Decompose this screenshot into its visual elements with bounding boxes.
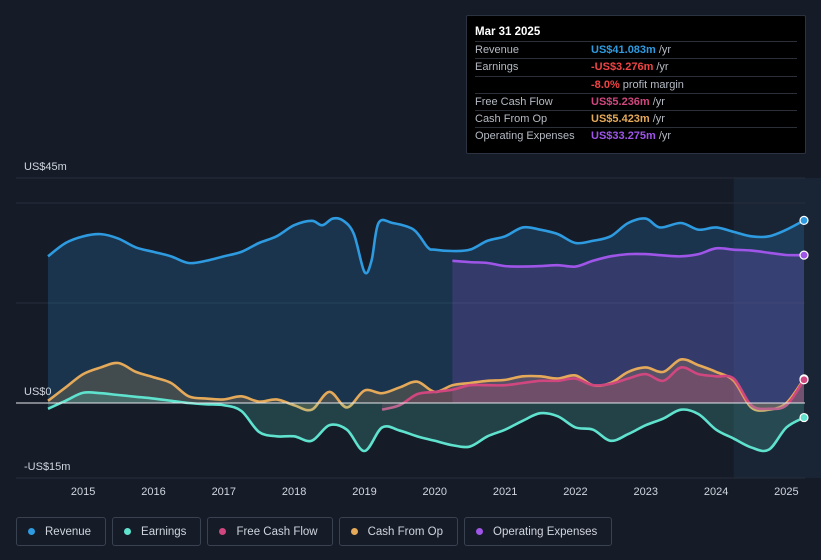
series-line-operating-expenses xyxy=(452,246,805,269)
series-area-revenue xyxy=(48,218,804,403)
tooltip-unit: /yr xyxy=(656,61,669,74)
tooltip-unit: /yr xyxy=(658,130,672,143)
legend-label: Operating Expenses xyxy=(493,525,598,538)
legend-dot-icon xyxy=(124,528,132,535)
forecast-band xyxy=(733,178,821,478)
tooltip-row-fcf: Free Cash Flow US$5.236m /yr xyxy=(475,94,797,112)
tooltip-row-cfo: Cash From Op US$5.423m /yr xyxy=(475,111,797,129)
legend-label: Earnings xyxy=(141,525,187,538)
x-tick-label: 2021 xyxy=(493,486,517,498)
y-tick-label: US$45m xyxy=(24,161,67,173)
legend: Revenue Earnings Free Cash Flow Cash Fro… xyxy=(16,517,613,546)
legend-label: Free Cash Flow xyxy=(236,525,318,538)
tooltip-unit: profit margin xyxy=(622,78,684,91)
x-tick-label: 2025 xyxy=(774,486,798,498)
tooltip-row-opex: Operating Expenses US$33.275m /yr xyxy=(475,128,797,145)
x-tick-label: 2020 xyxy=(423,486,447,498)
legend-label: Revenue xyxy=(45,525,92,538)
legend-item-free-cash-flow[interactable]: Free Cash Flow xyxy=(207,517,333,546)
tooltip-label: Earnings xyxy=(475,61,519,74)
tooltip-value: -US$3.276m xyxy=(591,61,654,74)
legend-item-revenue[interactable]: Revenue xyxy=(16,517,107,546)
series-area-earnings xyxy=(48,392,804,452)
tooltip-row-earnings: Earnings -US$3.276m /yr xyxy=(475,59,797,77)
tooltip-unit: /yr xyxy=(652,113,665,126)
tooltip-date: Mar 31 2025 xyxy=(475,24,797,42)
series-area-free-cash-flow xyxy=(382,367,804,410)
y-tick-label: -US$15m xyxy=(24,461,70,473)
tooltip-value: US$33.275m xyxy=(591,130,656,143)
tooltip-value: US$41.083m xyxy=(591,44,656,56)
series-line-cash-from-op xyxy=(47,357,806,412)
tooltip-value: US$5.423m xyxy=(591,113,650,126)
legend-item-cash-from-op[interactable]: Cash From Op xyxy=(338,517,459,546)
series-endpoint-revenue xyxy=(799,215,809,226)
tooltip-label: Cash From Op xyxy=(475,113,548,126)
x-tick-label: 2015 xyxy=(71,486,95,498)
x-tick-label: 2024 xyxy=(704,486,728,498)
series-area-operating-expenses xyxy=(452,248,804,403)
series-endpoint-operating-expenses xyxy=(799,250,809,260)
series-line-earnings xyxy=(47,390,805,453)
x-tick-label: 2016 xyxy=(141,486,165,498)
x-tick-label: 2022 xyxy=(563,486,587,498)
tooltip-value: US$5.236m xyxy=(591,95,650,108)
series-endpoint-earnings xyxy=(799,412,809,423)
series-line-revenue xyxy=(47,216,805,275)
x-tick-label: 2018 xyxy=(282,486,306,498)
legend-dot-icon xyxy=(350,528,358,535)
legend-dot-icon xyxy=(28,528,35,535)
tooltip-row-margin: -8.0% profit margin xyxy=(475,77,797,94)
legend-dot-icon xyxy=(476,528,484,535)
x-tick-label: 2023 xyxy=(634,486,658,498)
tooltip-label: Revenue xyxy=(475,44,520,56)
tooltip-label: Operating Expenses xyxy=(475,130,575,143)
tooltip-panel: Mar 31 2025 Revenue US$41.083m /yr Earni… xyxy=(466,15,806,154)
x-tick-label: 2019 xyxy=(352,486,376,498)
legend-item-earnings[interactable]: Earnings xyxy=(112,517,202,546)
tooltip-value: -8.0% xyxy=(591,78,620,91)
series-endpoint-free-cash-flow xyxy=(799,375,809,385)
tooltip-unit: /yr xyxy=(652,95,665,108)
tooltip-unit: /yr xyxy=(658,44,672,56)
y-tick-label: US$0 xyxy=(24,386,52,398)
legend-item-operating-expenses[interactable]: Operating Expenses xyxy=(464,517,613,546)
tooltip-label xyxy=(475,77,591,93)
legend-dot-icon xyxy=(219,528,227,535)
chart-svg: US$45m US$0 -US$15m 2015 2016 2017 2018 2019 202… xyxy=(16,161,821,498)
tooltip-label: Free Cash Flow xyxy=(475,95,553,108)
tooltip-row-revenue: Revenue US$41.083m /yr xyxy=(475,42,797,60)
series-line-free-cash-flow xyxy=(381,366,806,411)
legend-label: Cash From Op xyxy=(367,525,444,538)
x-tick-label: 2017 xyxy=(212,486,236,498)
